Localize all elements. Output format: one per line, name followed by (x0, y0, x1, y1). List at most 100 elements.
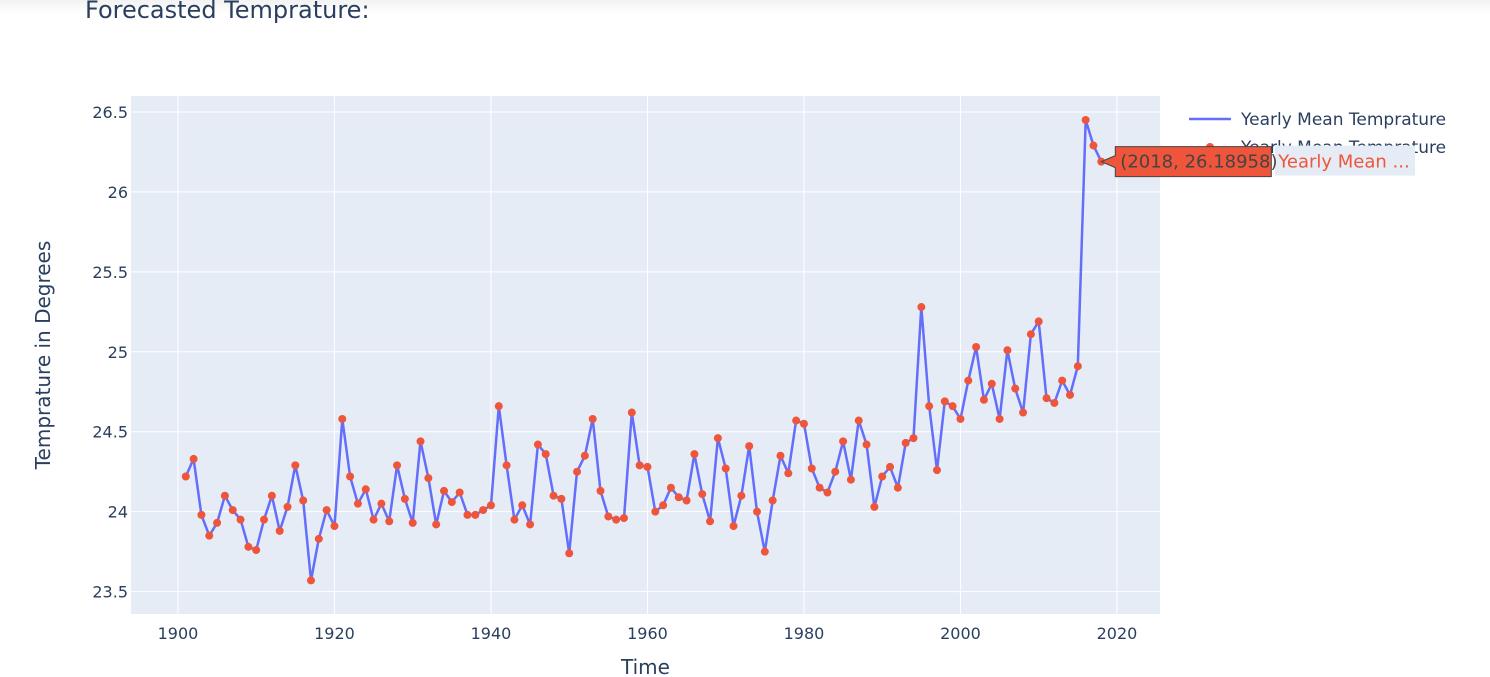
data-point[interactable] (964, 376, 973, 385)
data-point[interactable] (424, 474, 433, 483)
data-point[interactable] (768, 496, 777, 505)
data-point[interactable] (267, 491, 276, 500)
data-point[interactable] (181, 472, 190, 481)
data-point[interactable] (197, 510, 206, 519)
data-point[interactable] (1081, 115, 1090, 124)
data-point[interactable] (440, 486, 449, 495)
data-point[interactable] (870, 502, 879, 511)
data-point[interactable] (385, 517, 394, 526)
data-point[interactable] (925, 402, 934, 411)
data-point[interactable] (393, 461, 402, 470)
data-point[interactable] (619, 514, 628, 523)
data-point[interactable] (486, 501, 495, 510)
data-point[interactable] (737, 491, 746, 500)
data-point[interactable] (972, 343, 981, 352)
legend-item-lines[interactable]: Yearly Mean Temprature (1240, 110, 1446, 130)
data-point[interactable] (995, 414, 1004, 423)
data-point[interactable] (854, 416, 863, 425)
data-point[interactable] (346, 472, 355, 481)
data-point[interactable] (416, 437, 425, 446)
data-point[interactable] (1073, 362, 1082, 371)
data-point[interactable] (674, 493, 683, 502)
data-point[interactable] (1019, 408, 1028, 417)
data-point[interactable] (510, 515, 519, 524)
data-point[interactable] (557, 494, 566, 503)
data-point[interactable] (784, 469, 793, 478)
data-point[interactable] (205, 531, 214, 540)
data-point[interactable] (330, 522, 339, 531)
data-point[interactable] (1011, 384, 1020, 393)
data-point[interactable] (948, 402, 957, 411)
data-point[interactable] (244, 542, 253, 551)
data-point[interactable] (909, 434, 918, 443)
data-point[interactable] (463, 510, 472, 519)
data-point[interactable] (596, 486, 605, 495)
data-point[interactable] (228, 506, 237, 515)
data-point[interactable] (651, 507, 660, 516)
data-point[interactable] (518, 501, 527, 510)
data-point[interactable] (236, 515, 245, 524)
data-point[interactable] (252, 546, 261, 555)
data-point[interactable] (432, 520, 441, 529)
data-point[interactable] (408, 518, 417, 527)
data-point[interactable] (299, 496, 308, 505)
data-point[interactable] (479, 506, 488, 515)
data-point[interactable] (549, 491, 558, 500)
data-point[interactable] (886, 462, 895, 471)
data-point[interactable] (846, 475, 855, 484)
data-point[interactable] (502, 461, 511, 470)
data-point[interactable] (901, 438, 910, 447)
data-point[interactable] (799, 419, 808, 428)
data-point[interactable] (932, 466, 941, 475)
data-point[interactable] (322, 506, 331, 515)
data-point[interactable] (612, 515, 621, 524)
data-point[interactable] (792, 416, 801, 425)
data-point[interactable] (917, 303, 926, 312)
data-point[interactable] (706, 517, 715, 526)
data-point[interactable] (377, 499, 386, 508)
data-point[interactable] (987, 379, 996, 388)
data-point[interactable] (588, 414, 597, 423)
data-point[interactable] (666, 483, 675, 492)
plot-area[interactable] (131, 96, 1160, 614)
data-point[interactable] (878, 472, 887, 481)
data-point[interactable] (447, 498, 456, 507)
data-point[interactable] (729, 522, 738, 531)
data-point[interactable] (213, 518, 222, 527)
data-point[interactable] (760, 547, 769, 556)
data-point[interactable] (565, 549, 574, 558)
data-point[interactable] (314, 534, 323, 543)
data-point[interactable] (956, 414, 965, 423)
data-point[interactable] (862, 440, 871, 449)
data-point[interactable] (260, 515, 269, 524)
data-point[interactable] (1003, 346, 1012, 355)
data-point[interactable] (643, 462, 652, 471)
data-point[interactable] (682, 496, 691, 505)
data-point[interactable] (839, 437, 848, 446)
data-point[interactable] (455, 488, 464, 497)
data-point[interactable] (815, 483, 824, 492)
data-point[interactable] (338, 414, 347, 423)
data-point[interactable] (541, 450, 550, 459)
data-point[interactable] (690, 450, 699, 459)
series-markers-yearly-mean[interactable] (181, 115, 1106, 585)
data-point[interactable] (893, 483, 902, 492)
data-point[interactable] (494, 402, 503, 411)
data-point[interactable] (573, 467, 582, 476)
data-point[interactable] (189, 454, 198, 463)
data-point[interactable] (721, 464, 730, 473)
data-point[interactable] (533, 440, 542, 449)
data-point[interactable] (361, 485, 370, 494)
data-point[interactable] (353, 499, 362, 508)
data-point[interactable] (627, 408, 636, 417)
data-point[interactable] (807, 464, 816, 473)
data-point[interactable] (275, 526, 284, 535)
data-point[interactable] (369, 515, 378, 524)
data-point[interactable] (1050, 398, 1059, 407)
data-point[interactable] (753, 507, 762, 516)
data-point[interactable] (1058, 376, 1067, 385)
data-point[interactable] (745, 442, 754, 451)
data-point[interactable] (220, 491, 229, 500)
data-point[interactable] (831, 467, 840, 476)
data-point[interactable] (1026, 330, 1035, 339)
